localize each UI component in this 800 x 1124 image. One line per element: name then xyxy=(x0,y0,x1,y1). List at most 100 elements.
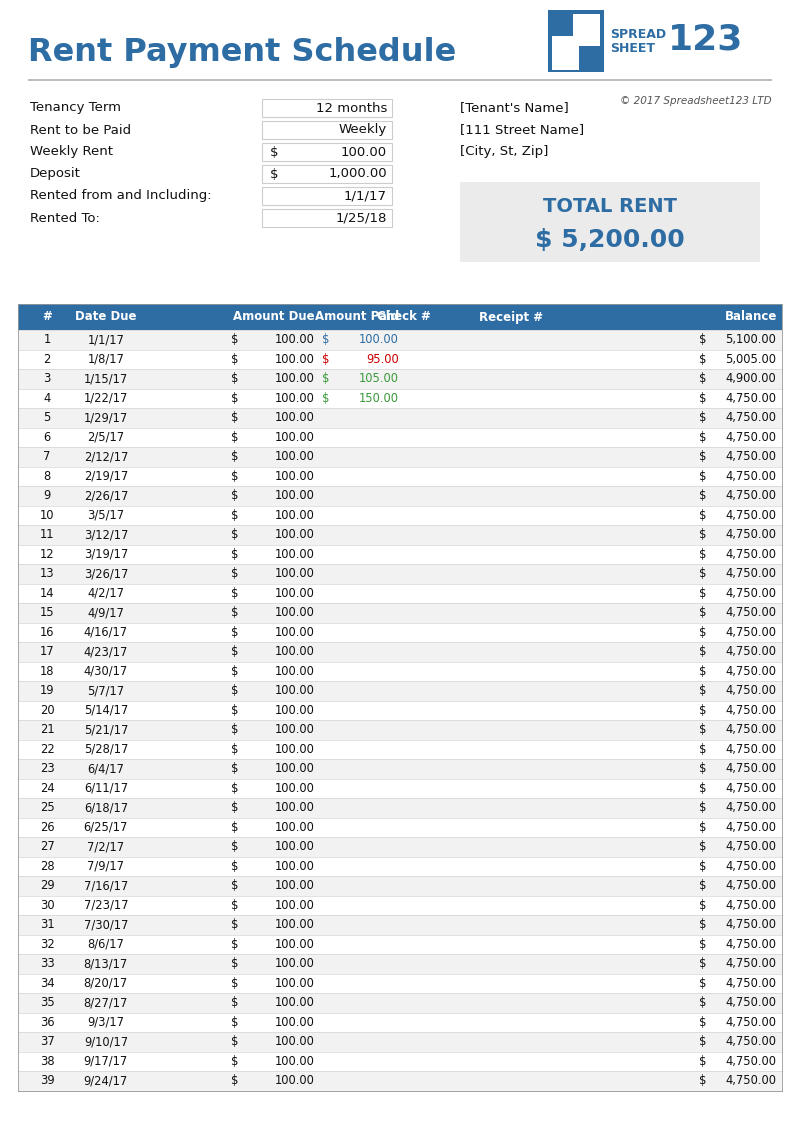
Text: 100.00: 100.00 xyxy=(359,333,399,346)
Bar xyxy=(18,759,782,779)
Text: 29: 29 xyxy=(40,879,54,892)
Text: 25: 25 xyxy=(40,801,54,814)
Text: $: $ xyxy=(230,664,238,678)
Text: 100.00: 100.00 xyxy=(275,451,314,463)
Text: $: $ xyxy=(270,167,278,181)
Text: $: $ xyxy=(699,821,706,834)
Text: 35: 35 xyxy=(40,996,54,1009)
Text: Rented To:: Rented To: xyxy=(30,211,100,225)
Text: 4,750.00: 4,750.00 xyxy=(725,704,776,717)
Text: 3/19/17: 3/19/17 xyxy=(84,547,128,561)
Text: 3: 3 xyxy=(43,372,50,386)
Text: $: $ xyxy=(699,743,706,755)
Text: $: $ xyxy=(230,685,238,697)
Text: [111 Street Name]: [111 Street Name] xyxy=(460,124,584,136)
Bar xyxy=(18,662,782,681)
Text: 31: 31 xyxy=(40,918,54,932)
Text: $: $ xyxy=(230,547,238,561)
Bar xyxy=(18,303,782,330)
Text: 18: 18 xyxy=(40,664,54,678)
Text: 100.00: 100.00 xyxy=(275,782,314,795)
Bar xyxy=(18,798,782,817)
Bar xyxy=(18,1051,782,1071)
Bar xyxy=(262,143,392,161)
Text: 4,750.00: 4,750.00 xyxy=(725,1054,776,1068)
Text: 22: 22 xyxy=(40,743,54,755)
Text: 2/5/17: 2/5/17 xyxy=(87,430,125,444)
Text: 12 months: 12 months xyxy=(316,101,387,115)
Text: 6/25/17: 6/25/17 xyxy=(84,821,128,834)
Bar xyxy=(18,837,782,856)
Text: 4/2/17: 4/2/17 xyxy=(87,587,124,600)
Text: $: $ xyxy=(699,645,706,659)
Text: 100.00: 100.00 xyxy=(275,704,314,717)
Text: 5,100.00: 5,100.00 xyxy=(725,333,776,346)
Text: 4,750.00: 4,750.00 xyxy=(725,664,776,678)
Text: 8/20/17: 8/20/17 xyxy=(84,977,128,990)
Text: 6: 6 xyxy=(43,430,50,444)
Text: 4,750.00: 4,750.00 xyxy=(725,430,776,444)
Text: 100.00: 100.00 xyxy=(275,899,314,912)
Text: [Tenant's Name]: [Tenant's Name] xyxy=(460,101,569,115)
Bar xyxy=(18,447,782,466)
Text: 100.00: 100.00 xyxy=(275,762,314,776)
Text: 38: 38 xyxy=(40,1054,54,1068)
Text: $: $ xyxy=(699,977,706,990)
Text: $: $ xyxy=(230,821,238,834)
Text: [City, St, Zip]: [City, St, Zip] xyxy=(460,145,548,158)
Text: $: $ xyxy=(230,899,238,912)
Text: $: $ xyxy=(699,860,706,872)
Text: 4,750.00: 4,750.00 xyxy=(725,606,776,619)
Text: 4,750.00: 4,750.00 xyxy=(725,587,776,600)
Text: $: $ xyxy=(699,801,706,814)
Bar xyxy=(262,165,392,183)
Text: $: $ xyxy=(230,411,238,424)
Text: $: $ xyxy=(230,430,238,444)
Text: 7/23/17: 7/23/17 xyxy=(84,899,128,912)
Bar xyxy=(18,544,782,564)
Text: $: $ xyxy=(699,451,706,463)
Text: 5,005.00: 5,005.00 xyxy=(725,353,776,365)
Text: Amount Due: Amount Due xyxy=(233,310,314,324)
Bar xyxy=(552,36,600,46)
Text: 11: 11 xyxy=(40,528,54,542)
Text: 15: 15 xyxy=(40,606,54,619)
Text: Date Due: Date Due xyxy=(75,310,137,324)
Bar xyxy=(18,740,782,759)
Text: 2/19/17: 2/19/17 xyxy=(84,470,128,482)
Text: #: # xyxy=(42,310,52,324)
Text: 100.00: 100.00 xyxy=(275,353,314,365)
Text: $: $ xyxy=(699,568,706,580)
Text: 4,750.00: 4,750.00 xyxy=(725,685,776,697)
Text: 100.00: 100.00 xyxy=(275,333,314,346)
Text: 4,750.00: 4,750.00 xyxy=(725,782,776,795)
Text: 100.00: 100.00 xyxy=(275,547,314,561)
Text: $: $ xyxy=(699,879,706,892)
Text: Weekly Rent: Weekly Rent xyxy=(30,145,113,158)
Text: 4,750.00: 4,750.00 xyxy=(725,411,776,424)
Text: 4,750.00: 4,750.00 xyxy=(725,977,776,990)
Text: 100.00: 100.00 xyxy=(275,685,314,697)
Bar xyxy=(18,992,782,1013)
Text: 100.00: 100.00 xyxy=(275,372,314,386)
Bar xyxy=(18,642,782,662)
Bar xyxy=(18,934,782,954)
Text: 4,750.00: 4,750.00 xyxy=(725,509,776,522)
Text: 2: 2 xyxy=(43,353,50,365)
Text: 9/10/17: 9/10/17 xyxy=(84,1035,128,1049)
Text: 4,750.00: 4,750.00 xyxy=(725,489,776,502)
Text: 100.00: 100.00 xyxy=(275,821,314,834)
Bar xyxy=(262,187,392,205)
Text: 21: 21 xyxy=(40,723,54,736)
Text: $: $ xyxy=(699,958,706,970)
Text: $: $ xyxy=(699,1016,706,1028)
Text: $: $ xyxy=(699,782,706,795)
Text: 33: 33 xyxy=(40,958,54,970)
Text: 37: 37 xyxy=(40,1035,54,1049)
Text: $: $ xyxy=(699,626,706,638)
Text: Rent to be Paid: Rent to be Paid xyxy=(30,124,131,136)
Text: 4,750.00: 4,750.00 xyxy=(725,743,776,755)
Text: $: $ xyxy=(699,996,706,1009)
Text: 30: 30 xyxy=(40,899,54,912)
Bar xyxy=(18,681,782,700)
